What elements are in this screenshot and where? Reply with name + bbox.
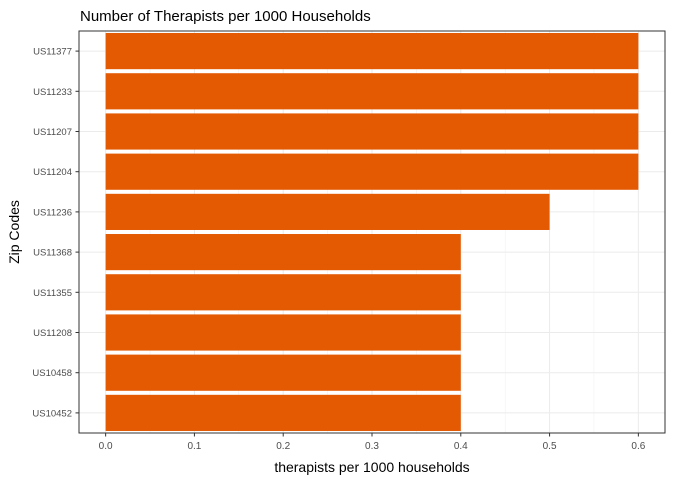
x-tick-label: 0.0 [99, 441, 113, 452]
y-tick-label: US10458 [32, 368, 72, 379]
bar-us11204 [105, 153, 639, 190]
y-tick-label: US11233 [33, 87, 72, 98]
bar-us10452 [105, 394, 461, 431]
y-tick-label: US10452 [32, 408, 72, 419]
x-tick-label: 0.4 [454, 441, 468, 452]
bar-us11233 [105, 73, 639, 110]
x-tick-label: 0.5 [543, 441, 557, 452]
y-axis-title: Zip Codes [6, 200, 22, 264]
x-tick-label: 0.3 [365, 441, 379, 452]
y-tick-label: US11236 [33, 207, 72, 218]
y-tick-label: US11377 [33, 47, 72, 58]
y-tick-label: US11355 [33, 288, 72, 299]
x-tick-label: 0.1 [187, 441, 201, 452]
bar-us11207 [105, 113, 639, 150]
x-tick-label: 0.6 [631, 441, 645, 452]
x-tick-label: 0.2 [276, 441, 290, 452]
chart-title: Number of Therapists per 1000 Households [80, 8, 371, 25]
bars [105, 33, 639, 431]
bar-us11368 [105, 234, 461, 271]
axes: 0.0 0.1 0.2 0.3 0.4 0.5 0.6 US11377 US11233 US112… [32, 47, 645, 452]
y-tick-label: US11208 [33, 328, 72, 339]
bar-us11208 [105, 314, 461, 351]
bar-us11355 [105, 274, 461, 311]
x-axis-title: therapists per 1000 households [274, 459, 469, 475]
bar-us11236 [105, 193, 550, 230]
y-tick-label: US11207 [33, 127, 72, 138]
bar-us10458 [105, 354, 461, 391]
bar-us11377 [105, 33, 639, 70]
y-tick-label: US11368 [33, 248, 72, 259]
y-tick-label: US11204 [33, 167, 72, 178]
